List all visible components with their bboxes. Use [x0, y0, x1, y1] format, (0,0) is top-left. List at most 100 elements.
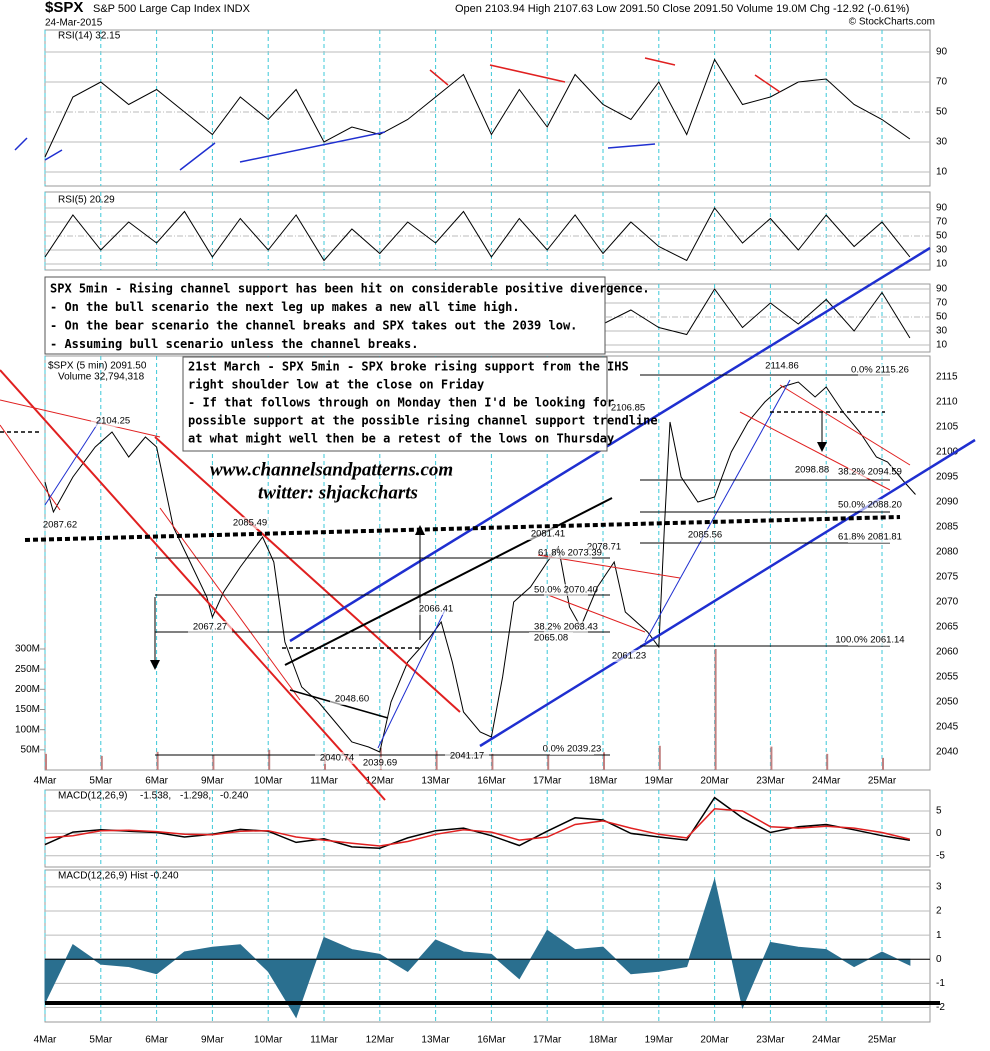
annotation-bg [544, 584, 588, 596]
x-tick-label: 9Mar [201, 776, 224, 787]
blue-channel [479, 438, 976, 748]
y-tick-label: 50 [936, 231, 948, 242]
series-line [44, 207, 911, 262]
annotation-bg [330, 693, 374, 705]
price-annotation: 2039.69 [363, 758, 397, 769]
divergence-arrows [429, 57, 781, 93]
y-tick-label: 3 [936, 882, 942, 893]
x-tick-label: 5Mar [89, 1035, 112, 1046]
annotation-bg [848, 499, 892, 511]
price-annotation: 2104.25 [96, 416, 130, 427]
x-tick-label: 20Mar [700, 776, 729, 787]
note-line: - On the bear scenario the channel break… [50, 319, 577, 333]
x-tick-label: 4Mar [34, 776, 57, 787]
x-tick-label: 12Mar [366, 776, 395, 787]
price-annotation: 2048.60 [335, 694, 369, 705]
volume-tick-label: 250M [15, 664, 40, 675]
annotation-bg [607, 650, 651, 662]
note-box [44, 276, 606, 355]
volume-bar [435, 750, 438, 770]
panel-title: $SPX (5 min) 2091.50 [48, 361, 147, 372]
volume-bar [100, 755, 103, 770]
quote: Open 2103.94 High 2107.63 Low 2091.50 Cl… [455, 3, 909, 15]
x-tick-label: 25Mar [868, 1035, 897, 1046]
x-tick-label: 10Mar [254, 1035, 283, 1046]
series-line [44, 381, 916, 753]
note-line: at what might well then be a retest of t… [188, 432, 614, 446]
series-line [44, 808, 911, 847]
x-tick-label: 19Mar [645, 776, 674, 787]
panel-frame [44, 191, 931, 271]
annotation-bg [414, 603, 458, 615]
price-annotation: 2041.17 [450, 751, 484, 762]
y-tick-label: 10 [936, 167, 948, 178]
red-line [0, 424, 61, 511]
panel-frame [44, 869, 931, 1023]
annotation-bg [848, 466, 892, 478]
y-tick-label: 90 [936, 203, 948, 214]
x-tick-label: 18Mar [589, 776, 618, 787]
x-tick-label: 6Mar [145, 1035, 168, 1046]
price-annotation: 38.2% 2063.43 [534, 622, 598, 633]
x-tick-label: 16Mar [477, 776, 506, 787]
price-annotation: 2078.71 [587, 542, 621, 553]
y-tick-label: 2115 [936, 372, 958, 383]
y-tick-label: 10 [936, 340, 948, 351]
panel-title: RSI(5) 20.29 [58, 195, 115, 206]
y-tick-label: 50 [936, 312, 948, 323]
y-tick-label: 2 [936, 906, 942, 917]
x-tick-label: 12Mar [366, 1035, 395, 1046]
price-annotation: 50.0% 2088.20 [838, 500, 902, 511]
red-line [779, 384, 911, 466]
blue-channel [289, 246, 931, 643]
annotation-bg [790, 464, 834, 476]
price-annotation: 2065.08 [534, 633, 568, 644]
arrow-head [150, 660, 160, 670]
x-tick-label: 23Mar [756, 776, 785, 787]
x-tick-label: 25Mar [868, 776, 897, 787]
volume-bar [882, 757, 885, 770]
price-annotation: 2066.41 [419, 604, 453, 615]
red-line [547, 594, 646, 633]
annotation-bg [848, 531, 892, 543]
y-tick-label: 5 [936, 806, 942, 817]
x-tick-label: 11Mar [310, 776, 338, 787]
price-annotation: 50.0% 2070.40 [534, 585, 598, 596]
symbol-name: S&P 500 Large Cap Index INDX [93, 3, 251, 15]
blue-line [377, 609, 446, 749]
annotation-bg [550, 743, 594, 755]
x-tick-label: 24Mar [812, 776, 841, 787]
price-annotation: 2040.74 [320, 753, 354, 764]
price-annotation: 61.8% 2081.81 [838, 532, 902, 543]
price-annotation: 2085.56 [688, 530, 722, 541]
y-tick-label: 2090 [936, 497, 959, 508]
price-annotation: 2081.41 [531, 529, 565, 540]
y-tick-label: 2040 [936, 747, 959, 758]
price-annotation: 2114.86 [765, 361, 799, 372]
y-tick-label: 70 [936, 77, 948, 88]
y-tick-label: 1 [936, 930, 942, 941]
volume-bar [268, 749, 271, 770]
y-tick-label: 90 [936, 284, 948, 295]
note-boxes [44, 276, 608, 452]
volume-bar [212, 754, 215, 770]
y-tick-label: 0 [936, 954, 942, 965]
annotation-bg [858, 364, 902, 376]
annotation-bg [526, 528, 570, 540]
x-tick-label: 24Mar [812, 1035, 841, 1046]
y-tick-label: 2065 [936, 622, 959, 633]
price-annotation: 61.8% 2073.39 [538, 548, 602, 559]
price-annotation: 100.0% 2061.14 [835, 635, 904, 646]
red-channel [0, 369, 386, 801]
x-tick-label: 19Mar [645, 1035, 674, 1046]
annotation-bg [606, 402, 650, 414]
divergence-arrows [14, 131, 656, 171]
panel: -5 0 5 MACD(12,26,9) -1.538, -1.298, -0.240 [44, 789, 945, 868]
y-tick-label: 2055 [936, 672, 959, 683]
blue-line [44, 419, 101, 506]
annotation-bg [315, 752, 359, 764]
volume-bar [770, 746, 773, 770]
volume-tick-label: 150M [15, 704, 40, 715]
price-annotation: 2098.88 [795, 465, 829, 476]
volume-tick-label: 100M [15, 724, 40, 735]
